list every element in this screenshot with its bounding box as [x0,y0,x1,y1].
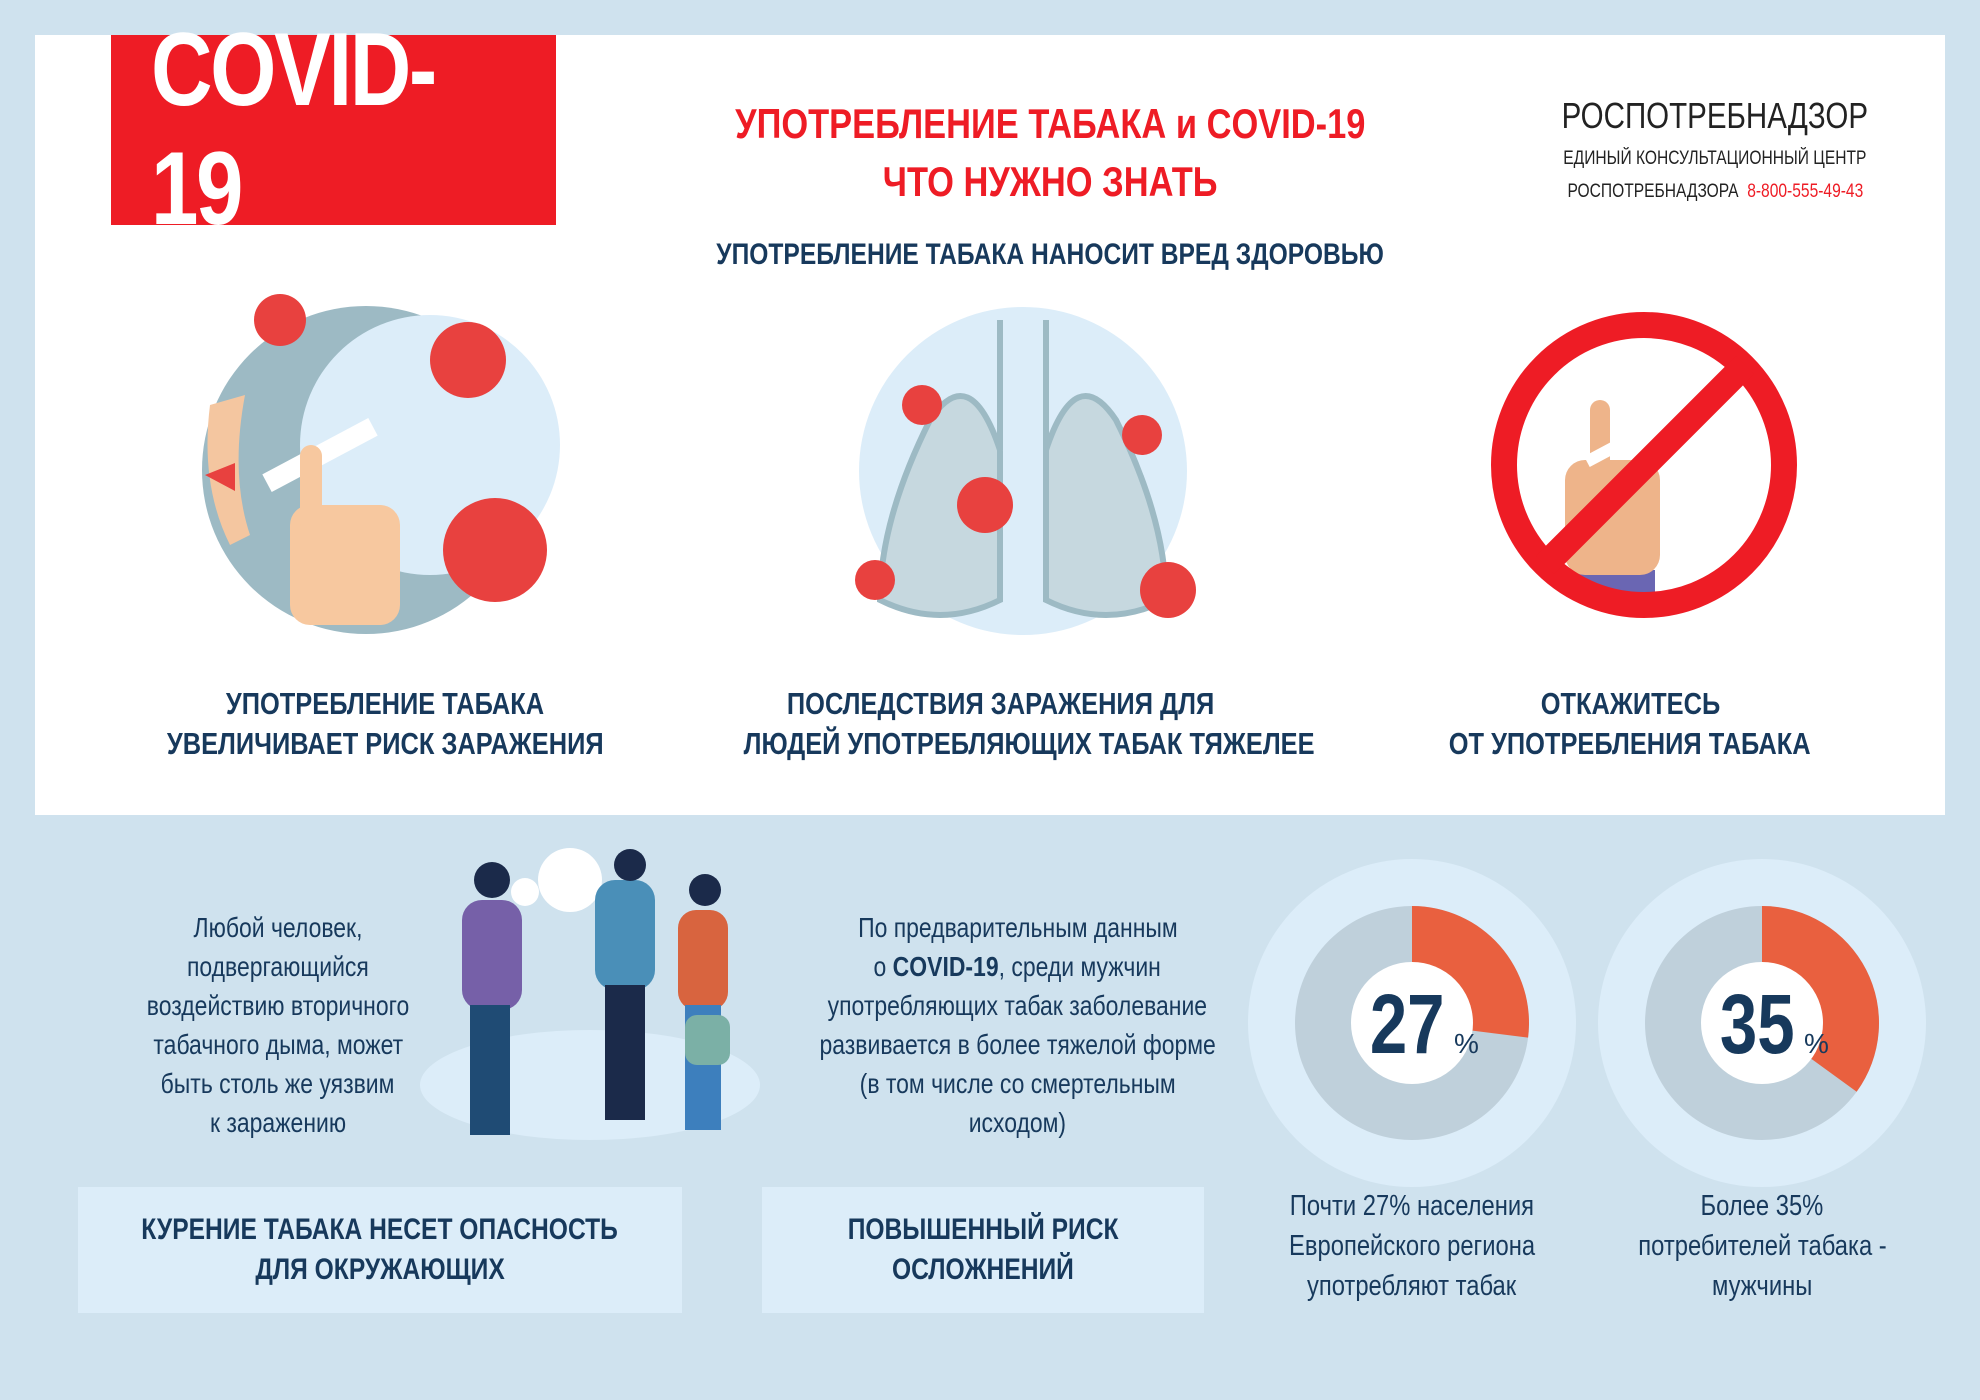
donut-caption-population: Почти 27% населения Европейского региона у… [1288,1190,1536,1302]
fact-caption-severity: ПОСЛЕДСТВИЯ ЗАРАЖЕНИЯ ДЛЯ ЛЮДЕЙ УПОТРЕБЛЯ… [743,686,1315,761]
donut-slice [1412,906,1529,1038]
donut-backdrop [1248,859,1576,1187]
page-title: УПОТРЕБЛЕНИЕ ТАБАКА и COVID-19 ЧТО НУЖНО… [734,100,1366,205]
donut-unit: % [1804,1028,1829,1059]
donut-remainder [1295,906,1529,1140]
covid-logo: COVID-19 [111,12,556,247]
subtitle: УПОТРЕБЛЕНИЕ ТАБАКА НАНОСИТ ВРЕД ЗДОРОВЬ… [716,238,1384,271]
donut-backdrop [1598,859,1926,1187]
donut-value: 27 [1370,978,1445,1072]
org-block: РОСПОТРЕБНАДЗОР ЕДИНЫЙ КОНСУЛЬТАЦИОННЫЙ … [1561,95,1869,202]
complications-banner: ПОВЫШЕННЫЙ РИСК ОСЛОЖНЕНИЙ [762,1187,1204,1313]
infected-lungs-icon [855,307,1196,635]
donut-remainder [1645,906,1879,1140]
smoking-face-virus-icon [202,294,560,634]
donut-hole [1351,962,1473,1084]
donut-hole [1701,962,1823,1084]
donut-caption-men: Более 35% потребителей табака - мужчины [1637,1190,1887,1302]
secondhand-banner: КУРЕНИЕ ТАБАКА НЕСЕТ ОПАСНОСТЬ ДЛЯ ОКРУЖА… [78,1187,682,1313]
fact-caption-quit: ОТКАЖИТЕСЬ ОТ УПОТРЕБЛЕНИЯ ТАБАКА [1449,686,1811,761]
fact-caption-risk: УПОТРЕБЛЕНИЕ ТАБАКА УВЕЛИЧИВАЕТ РИСК ЗАРА… [166,686,604,761]
no-smoking-icon [1491,312,1797,618]
donut-unit: % [1454,1028,1479,1059]
phone: 8-800-555-49-43 [1746,181,1863,202]
secondhand-text: Любой человек, подвергающийся воздействию … [146,912,410,1138]
donut-value: 35 [1720,978,1795,1072]
people-smoking-illustration [420,848,760,1140]
severity-text: По предварительным данным о COVID-19, ср… [819,912,1216,1138]
donut-slice [1762,906,1880,1092]
